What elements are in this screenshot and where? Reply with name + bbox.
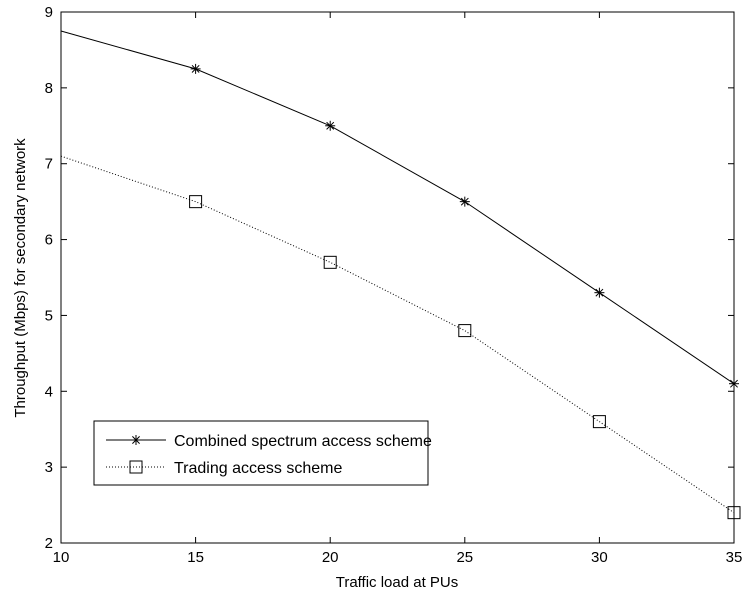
x-tick-label: 20 — [322, 549, 339, 566]
square-outline — [727, 506, 741, 520]
legend-square-glyph — [129, 460, 143, 474]
asterisk-stroke — [595, 288, 604, 297]
data-point-square — [458, 324, 472, 338]
y-tick-label: 2 — [45, 535, 53, 552]
ticks-layer: 10 15 20 25 30 35 2 3 4 5 6 7 8 9 — [45, 4, 743, 566]
series-line-0 — [60, 30, 735, 385]
x-tick-label: 30 — [591, 549, 608, 566]
y-tick-label: 5 — [45, 307, 53, 324]
x-tick-label: 15 — [187, 549, 204, 566]
legend-marker-asterisk-icon — [131, 435, 141, 445]
asterisk-stroke — [132, 436, 140, 444]
square-outline — [592, 415, 606, 429]
legend-label-trading: Trading access scheme — [174, 460, 342, 477]
y-tick-label: 7 — [45, 156, 53, 173]
square-outline — [323, 255, 337, 269]
data-point-square — [727, 506, 741, 520]
legend-marker-square-icon — [129, 460, 143, 474]
data-point-asterisk — [190, 63, 201, 74]
legend: Combined spectrum access scheme Trading … — [93, 420, 432, 486]
asterisk-stroke — [326, 121, 335, 130]
asterisk-stroke — [730, 379, 738, 388]
y-axis-label: Throughput (Mbps) for secondary network — [12, 138, 29, 418]
y-tick-label: 6 — [45, 232, 53, 249]
square-outline — [129, 460, 143, 474]
data-point-asterisk — [594, 287, 605, 298]
asterisk-stroke — [191, 64, 200, 73]
legend-label-combined: Combined spectrum access scheme — [174, 433, 432, 450]
x-tick-label: 10 — [53, 549, 70, 566]
square-outline — [458, 324, 472, 338]
data-point-asterisk — [325, 120, 336, 131]
x-tick-label: 25 — [456, 549, 473, 566]
asterisk-stroke — [460, 197, 469, 206]
square-outline — [189, 195, 203, 209]
y-tick-label: 9 — [45, 4, 53, 21]
x-axis-label: Traffic load at PUs — [336, 574, 459, 591]
data-point-square — [592, 415, 606, 429]
legend-box — [93, 420, 429, 486]
y-tick-label: 8 — [45, 80, 53, 97]
x-tick-label: 35 — [726, 549, 743, 566]
series-line-1 — [60, 155, 735, 514]
data-point-asterisk — [729, 378, 739, 389]
y-tick-label: 3 — [45, 459, 53, 476]
data-point-square — [323, 255, 337, 269]
series-layer — [60, 30, 741, 520]
y-tick-label: 4 — [45, 383, 53, 400]
legend-asterisk-glyph — [131, 435, 141, 445]
data-point-square — [189, 195, 203, 209]
data-point-asterisk — [459, 196, 470, 207]
